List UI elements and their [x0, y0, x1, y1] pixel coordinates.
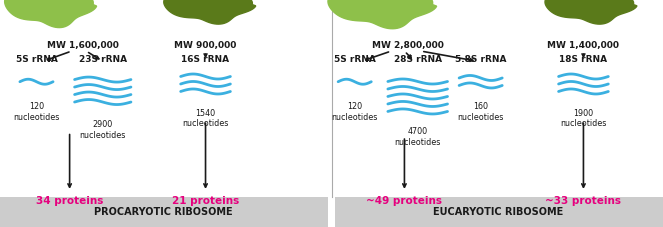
Text: 16S rRNA: 16S rRNA — [182, 54, 229, 64]
Polygon shape — [5, 0, 97, 27]
Text: 5S rRNA: 5S rRNA — [15, 54, 58, 64]
Text: 5S rRNA: 5S rRNA — [333, 54, 376, 64]
Text: 18S rRNA: 18S rRNA — [560, 54, 607, 64]
Text: 34 proteins: 34 proteins — [36, 196, 103, 206]
Text: EUCARYOTIC RIBOSOME: EUCARYOTIC RIBOSOME — [434, 207, 564, 217]
Text: MW 900,000: MW 900,000 — [174, 41, 237, 50]
Text: ~33 proteins: ~33 proteins — [546, 196, 621, 206]
Text: MW 1,600,000: MW 1,600,000 — [47, 41, 119, 50]
Bar — [0, 197, 328, 227]
Text: 5.8S rRNA: 5.8S rRNA — [455, 54, 507, 64]
Text: 28S rRNA: 28S rRNA — [394, 54, 442, 64]
Text: MW 1,400,000: MW 1,400,000 — [548, 41, 619, 50]
Text: 4700
nucleotides: 4700 nucleotides — [394, 127, 441, 146]
Text: 120
nucleotides: 120 nucleotides — [332, 102, 378, 121]
Text: PROCARYOTIC RIBOSOME: PROCARYOTIC RIBOSOME — [94, 207, 233, 217]
Polygon shape — [545, 0, 637, 24]
Text: 23S rRNA: 23S rRNA — [79, 54, 127, 64]
Text: 1900
nucleotides: 1900 nucleotides — [560, 109, 607, 128]
Polygon shape — [164, 0, 256, 24]
Text: 160
nucleotides: 160 nucleotides — [457, 102, 504, 121]
Text: 1540
nucleotides: 1540 nucleotides — [182, 109, 229, 128]
Text: 2900
nucleotides: 2900 nucleotides — [80, 120, 126, 140]
Text: ~49 proteins: ~49 proteins — [367, 196, 442, 206]
Text: 21 proteins: 21 proteins — [172, 196, 239, 206]
Polygon shape — [328, 0, 437, 29]
Bar — [335, 197, 663, 227]
Text: MW 2,800,000: MW 2,800,000 — [372, 41, 444, 50]
Text: 120
nucleotides: 120 nucleotides — [13, 102, 60, 121]
